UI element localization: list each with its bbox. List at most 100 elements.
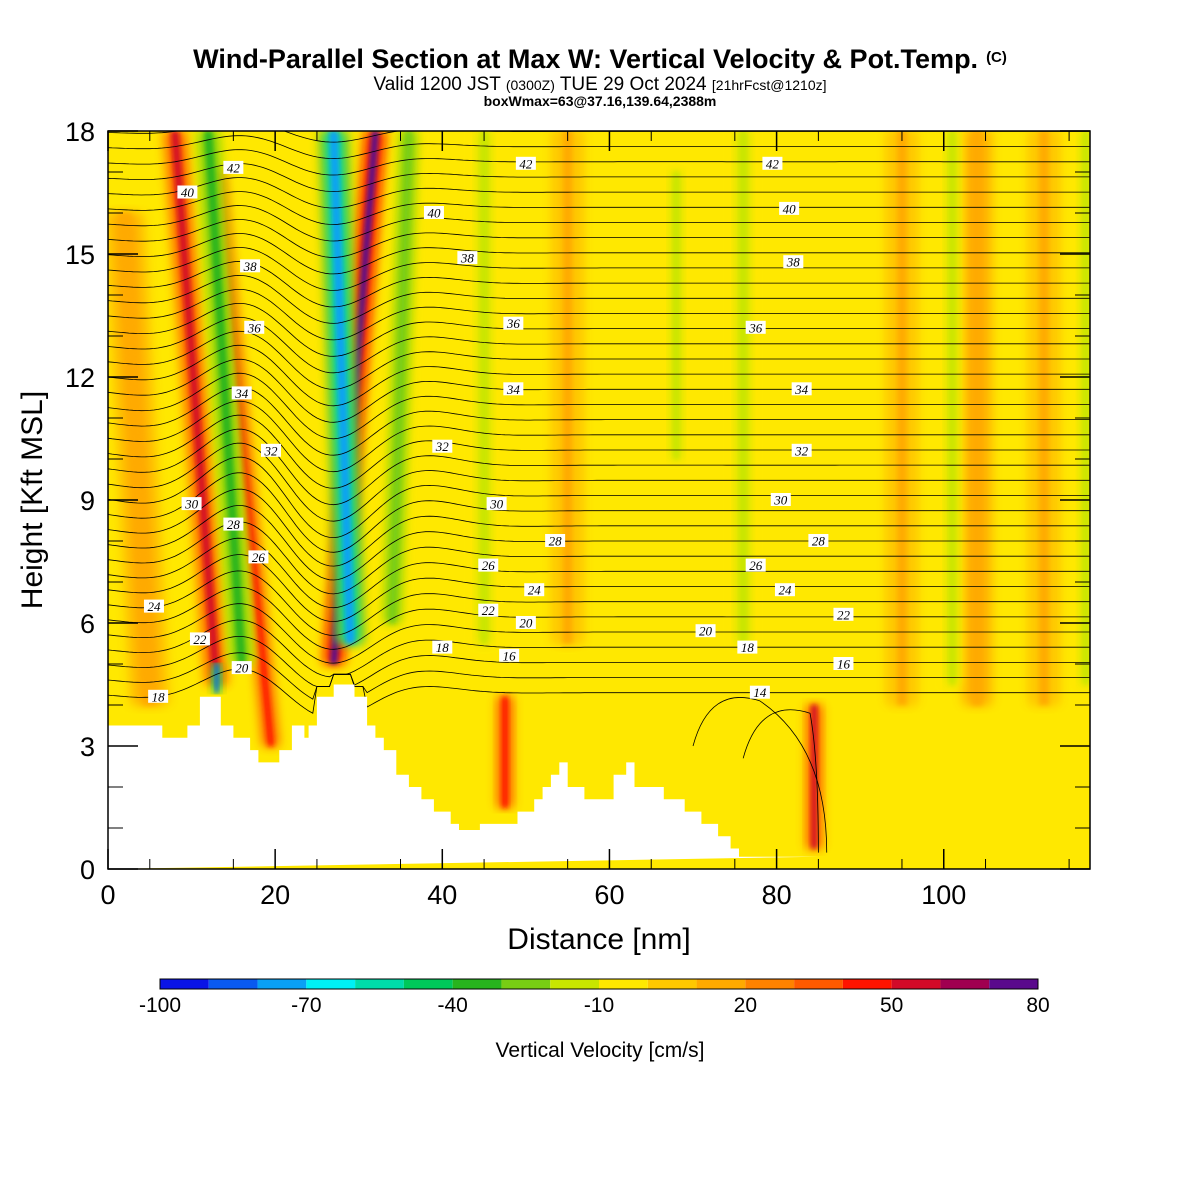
contour-label-20-33: 20 — [231, 661, 252, 676]
theta-contour-19 — [108, 372, 1090, 440]
x-tick-label-40: 40 — [427, 880, 457, 910]
colorbar-bin-17 — [989, 979, 1038, 989]
contour-label-30-19: 30 — [486, 497, 507, 512]
valley-contour-0 — [692, 697, 828, 853]
x-tick-label-80: 80 — [762, 880, 792, 910]
updraft-band-4-2 — [811, 705, 818, 849]
x-tick-label-60: 60 — [594, 880, 624, 910]
downdraft-band-7-2 — [949, 131, 955, 685]
theta-contour-6 — [108, 570, 1090, 636]
contour-label-22-30: 22 — [189, 632, 210, 647]
svg-text:30: 30 — [773, 493, 788, 508]
downdraft-band-8-2 — [1083, 131, 1089, 685]
svg-text:24: 24 — [147, 599, 161, 614]
theta-contour-14 — [108, 442, 1090, 522]
y-tick-label-15: 15 — [65, 240, 95, 270]
theta-contour-22 — [108, 330, 1090, 390]
theta-contour-25 — [108, 289, 1090, 341]
colorbar-bin-11 — [696, 979, 746, 989]
chart-title: Wind-Parallel Section at Max W: Vertical… — [193, 44, 1007, 74]
colorbar-tick-label-1: -70 — [291, 994, 321, 1017]
contour-label-20-34: 20 — [515, 616, 536, 631]
theta-contour-1 — [108, 652, 1090, 700]
theta-contour-13 — [108, 456, 1090, 539]
updraft-band-6-2 — [562, 131, 573, 644]
svg-text:22: 22 — [193, 632, 207, 647]
theta-contour-29 — [108, 233, 1090, 275]
theta-contour-26 — [108, 274, 1090, 324]
svg-text:28: 28 — [812, 534, 826, 549]
svg-text:42: 42 — [766, 156, 780, 171]
valley-contour-1 — [742, 709, 819, 853]
contour-label-16-40: 16 — [833, 657, 854, 672]
svg-text:36: 36 — [247, 320, 262, 335]
colorbar-tick-label-4: 20 — [734, 994, 757, 1017]
contour-label-42-0: 42 — [223, 160, 244, 175]
svg-text:20: 20 — [519, 616, 533, 631]
contour-label-40-4: 40 — [423, 206, 444, 221]
svg-text:26: 26 — [749, 558, 763, 573]
downdraft-band-2-2 — [215, 664, 219, 693]
contour-label-24-27: 24 — [143, 599, 164, 614]
theta-contour-27 — [108, 260, 1090, 308]
colorbar-bin-2 — [257, 979, 307, 989]
y-tick-label-6: 6 — [80, 609, 95, 639]
theta-contour-28 — [108, 247, 1090, 291]
theta-contour-18 — [108, 386, 1090, 456]
colorbar-tick-label-6: 80 — [1026, 994, 1049, 1017]
chart-info-line: boxWmax=63@37.16,139.64,2388m — [483, 93, 717, 109]
contour-label-34-12: 34 — [231, 386, 252, 401]
svg-text:26: 26 — [252, 550, 266, 565]
contour-label-28-22: 28 — [545, 534, 566, 549]
svg-text:18: 18 — [436, 640, 450, 655]
x-axis-label: Distance [nm] — [507, 923, 690, 956]
contour-label-32-15: 32 — [260, 443, 281, 458]
contour-label-16-39: 16 — [499, 648, 520, 663]
contour-label-14-41: 14 — [749, 685, 770, 700]
svg-text:40: 40 — [783, 201, 797, 216]
colorbar-bin-0 — [160, 979, 209, 989]
theta-contour-5 — [108, 586, 1090, 650]
x-tick-label-0: 0 — [100, 880, 115, 910]
y-tick-label-3: 3 — [80, 732, 95, 762]
svg-text:32: 32 — [435, 439, 450, 454]
svg-text:32: 32 — [263, 443, 278, 458]
colorbar-bin-16 — [940, 979, 990, 989]
theta-contour-0 — [108, 668, 1090, 714]
theta-contour-33 — [108, 177, 1090, 209]
theta-contour-16 — [108, 414, 1090, 489]
theta-contour-21 — [108, 344, 1090, 407]
colorbar-tick-label-5: 50 — [880, 994, 903, 1017]
theta-contour-8 — [108, 537, 1090, 609]
updraft-band-8-2 — [972, 131, 983, 705]
theta-contour-24 — [108, 303, 1090, 357]
svg-text:24: 24 — [528, 583, 542, 598]
theta-contour-23 — [108, 316, 1090, 374]
downdraft-band-6-2 — [673, 172, 679, 459]
contour-label-18-37: 18 — [432, 640, 453, 655]
svg-text:36: 36 — [748, 320, 763, 335]
contour-label-28-23: 28 — [808, 534, 829, 549]
updraft-band-3-2 — [501, 696, 508, 808]
updraft-band-9-2 — [1039, 131, 1050, 705]
colorbar-bin-15 — [891, 979, 941, 989]
downdraft-band-4-2 — [481, 131, 488, 644]
y-tick-label-9: 9 — [80, 486, 95, 516]
chart-subtitle: Valid 1200 JST (0300Z) TUE 29 Oct 2024 [… — [373, 74, 827, 95]
contour-label-38-7: 38 — [457, 251, 478, 266]
colorbar-bin-13 — [794, 979, 843, 989]
colorbar-bin-14 — [842, 979, 892, 989]
colorbar: -100 -70 -40 -10 20 50 80 — [139, 978, 1050, 1017]
theta-contour-11 — [108, 488, 1090, 567]
contour-label-22-31: 22 — [478, 603, 499, 618]
potential-temperature-contours — [108, 131, 1090, 853]
terrain — [108, 684, 819, 869]
svg-text:34: 34 — [794, 382, 809, 397]
contour-label-42-1: 42 — [515, 156, 536, 171]
contour-label-34-13: 34 — [503, 382, 524, 397]
svg-text:34: 34 — [234, 386, 249, 401]
theta-contour-4 — [108, 603, 1090, 664]
contour-label-24-29: 24 — [774, 583, 795, 598]
